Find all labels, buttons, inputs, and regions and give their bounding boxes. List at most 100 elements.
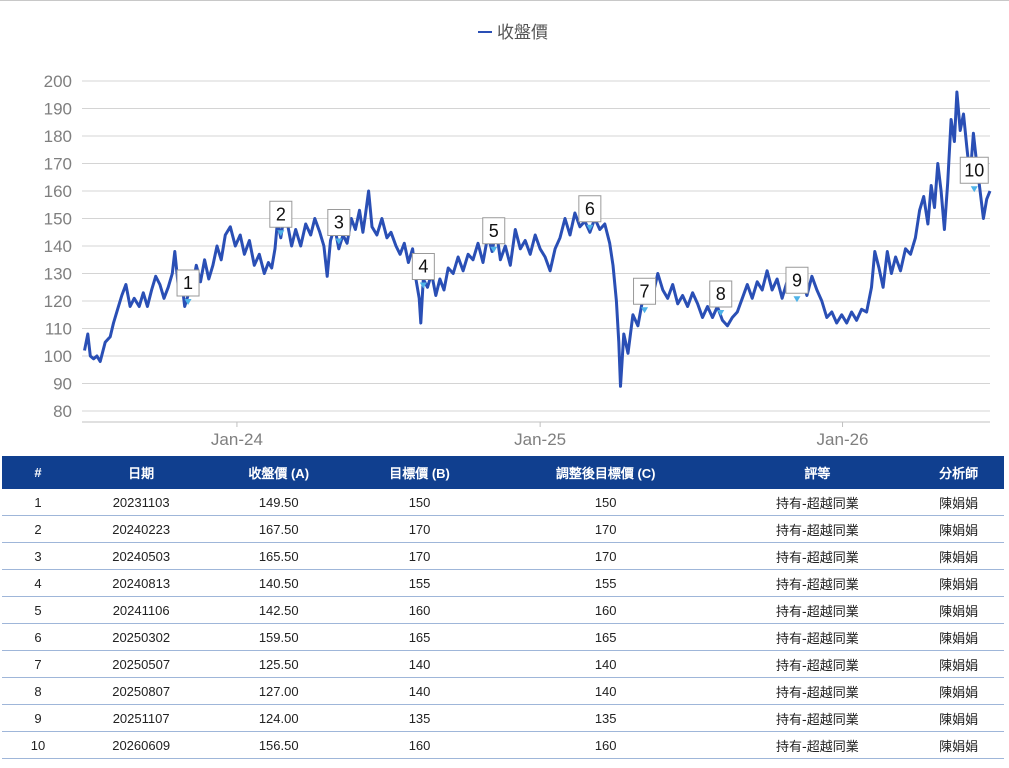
rating-marker-10: 10: [959, 156, 989, 193]
y-tick-label: 140: [44, 237, 72, 256]
marker-label-box: [482, 217, 506, 245]
column-header-index: #: [2, 456, 74, 489]
table-row: 1 20231103 149.50 150 150 持有-超越同業 陳娟娟: [2, 489, 1004, 516]
cell-date: 20240503: [74, 542, 209, 570]
column-header-date: 日期: [74, 456, 209, 489]
marker-label-box: [269, 200, 293, 228]
cell-analyst: 陳娟娟: [913, 569, 1004, 597]
cell-rating: 持有-超越同業: [721, 569, 914, 597]
column-header-target-price: 目標價 (B): [349, 456, 490, 489]
marker-label: 1: [183, 273, 193, 293]
cell-adjusted-target: 150: [489, 489, 722, 516]
cell-analyst: 陳娟娟: [913, 677, 1004, 705]
marker-triangle-icon: [490, 246, 498, 253]
cell-target-price: 155: [349, 569, 490, 597]
y-tick-label: 120: [44, 292, 72, 311]
rating-marker-8: 8: [709, 280, 733, 316]
cell-target-price: 150: [349, 489, 490, 516]
cell-index: 8: [2, 677, 74, 705]
cell-index: 1: [2, 489, 74, 516]
price-line-series: [83, 90, 992, 388]
marker-triangle-icon: [970, 186, 978, 193]
marker-label: 4: [418, 257, 428, 277]
cell-index: 10: [2, 731, 74, 759]
cell-adjusted-target: 155: [489, 569, 722, 597]
column-header-adjusted-target: 調整後目標價 (C): [489, 456, 722, 489]
marker-triangle-icon: [641, 307, 649, 314]
y-tick-label: 80: [53, 402, 72, 421]
marker-triangle-icon: [184, 299, 192, 305]
marker-label: 7: [640, 281, 650, 301]
cell-date: 20240813: [74, 569, 209, 597]
cell-target-price: 160: [349, 596, 490, 624]
rating-history-table: # 日期 收盤價 (A) 目標價 (B) 調整後目標價 (C) 評等 分析師 1…: [2, 456, 1004, 759]
marker-label-box: [633, 277, 657, 305]
table-row: 9 20251107 124.00 135 135 持有-超越同業 陳娟娟: [2, 704, 1004, 732]
table-row: 10 20260609 156.50 160 160 持有-超越同業 陳娟娟: [2, 731, 1004, 759]
cell-analyst: 陳娟娟: [913, 623, 1004, 651]
y-tick-label: 200: [44, 72, 72, 91]
y-axis-labels: 80 90 100 110 120 130 140 150 160 170 180 190 200: [44, 72, 72, 421]
cell-rating: 持有-超越同業: [721, 623, 914, 651]
rating-marker-4: 4: [411, 253, 435, 289]
cell-close-price: 165.50: [208, 542, 350, 570]
y-tick-label: 170: [44, 155, 72, 174]
marker-label-box: [327, 209, 351, 236]
marker-triangle-icon: [717, 310, 725, 316]
grid-lines: [82, 80, 990, 412]
cell-close-price: 149.50: [208, 489, 350, 516]
cell-rating: 持有-超越同業: [721, 677, 914, 705]
cell-analyst: 陳娟娟: [913, 596, 1004, 624]
cell-adjusted-target: 160: [489, 596, 722, 624]
rating-marker-7: 7: [633, 277, 657, 314]
y-tick-label: 160: [44, 182, 72, 201]
cell-date: 20240223: [74, 515, 209, 543]
y-tick-label: 190: [44, 100, 72, 119]
table-row: 2 20240223 167.50 170 170 持有-超越同業 陳娟娟: [2, 515, 1004, 543]
marker-triangle-icon: [277, 230, 285, 237]
cell-adjusted-target: 135: [489, 704, 722, 732]
cell-analyst: 陳娟娟: [913, 515, 1004, 543]
marker-label: 6: [585, 199, 595, 219]
cell-date: 20250302: [74, 623, 209, 651]
cell-index: 3: [2, 542, 74, 570]
cell-adjusted-target: 170: [489, 542, 722, 570]
cell-rating: 持有-超越同業: [721, 650, 914, 678]
cell-rating: 持有-超越同業: [721, 704, 914, 732]
cell-rating: 持有-超越同業: [721, 596, 914, 624]
cell-adjusted-target: 165: [489, 623, 722, 651]
cell-target-price: 140: [349, 677, 490, 705]
marker-label: 2: [276, 204, 286, 224]
cell-close-price: 124.00: [208, 704, 350, 732]
cell-index: 7: [2, 650, 74, 678]
column-header-analyst: 分析師: [913, 456, 1004, 489]
cell-analyst: 陳娟娟: [913, 489, 1004, 516]
rating-marker-3: 3: [327, 209, 351, 245]
marker-label-box: [785, 266, 809, 294]
cell-date: 20260609: [74, 731, 209, 759]
cell-adjusted-target: 140: [489, 677, 722, 705]
marker-label: 3: [334, 213, 344, 233]
rating-marker-2: 2: [269, 200, 293, 237]
table-row: 7 20250507 125.50 140 140 持有-超越同業 陳娟娟: [2, 650, 1004, 678]
rating-markers: 1 2 3 4 5 6 7 8 9 10: [176, 156, 989, 316]
cell-date: 20241106: [74, 596, 209, 624]
cell-date: 20250807: [74, 677, 209, 705]
cell-index: 4: [2, 569, 74, 597]
cell-date: 20250507: [74, 650, 209, 678]
cell-index: 5: [2, 596, 74, 624]
cell-rating: 持有-超越同業: [721, 489, 914, 516]
table-row: 4 20240813 140.50 155 155 持有-超越同業 陳娟娟: [2, 569, 1004, 597]
y-tick-label: 150: [44, 210, 72, 229]
cell-target-price: 160: [349, 731, 490, 759]
cell-index: 9: [2, 704, 74, 732]
y-tick-label: 180: [44, 127, 72, 146]
cell-rating: 持有-超越同業: [721, 515, 914, 543]
table-header-row: # 日期 收盤價 (A) 目標價 (B) 調整後目標價 (C) 評等 分析師: [2, 456, 1004, 489]
rating-marker-9: 9: [785, 266, 809, 303]
cell-rating: 持有-超越同業: [721, 542, 914, 570]
marker-label: 10: [964, 160, 984, 180]
cell-analyst: 陳娟娟: [913, 704, 1004, 732]
cell-target-price: 170: [349, 542, 490, 570]
